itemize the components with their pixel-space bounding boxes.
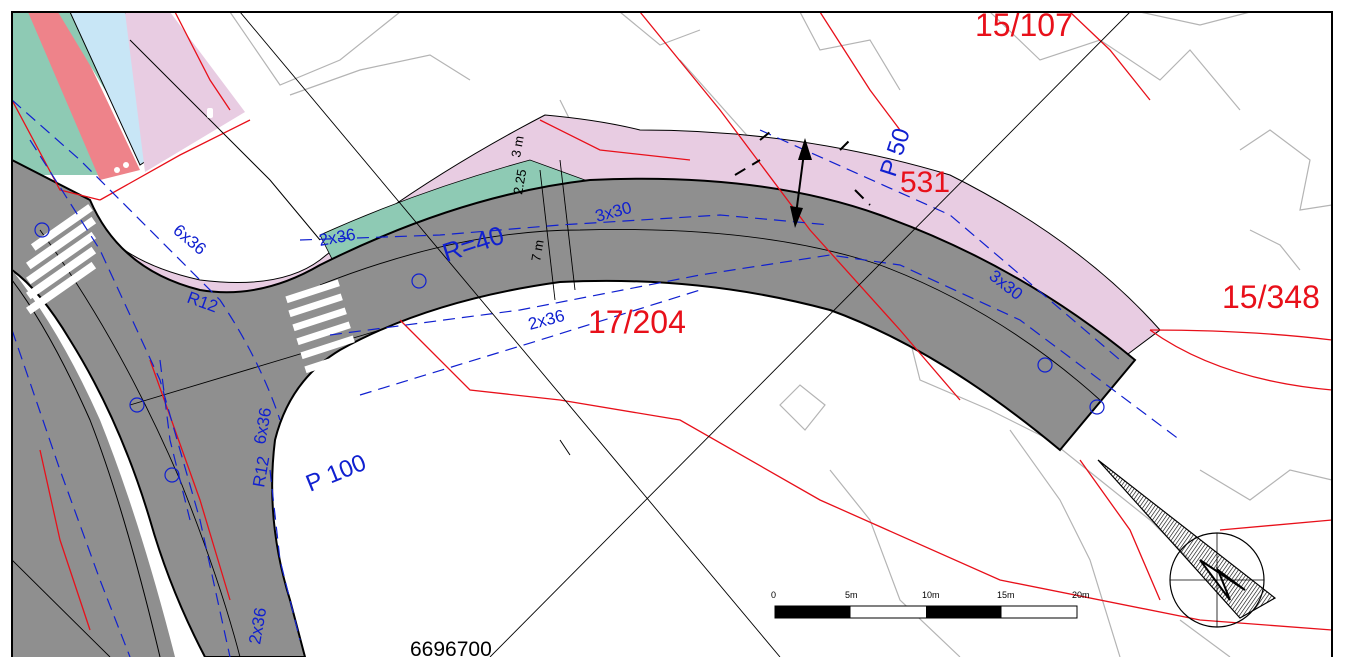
crosswalk-left xyxy=(26,204,97,315)
parcel-label-15-107: 15/107 xyxy=(975,7,1073,43)
coordinate-label: 6696700 xyxy=(410,638,492,657)
slope-label-2x36-b: 2x36 xyxy=(526,306,567,334)
road-left-lane xyxy=(12,270,175,657)
crosswalk-right xyxy=(285,279,359,374)
north-arrow-icon xyxy=(1097,459,1277,628)
map-frame xyxy=(11,11,1333,657)
parcel-boundaries xyxy=(12,12,1332,631)
pedestrian-icon xyxy=(207,108,213,118)
slope-label-6x36-top: 6x36 xyxy=(169,221,209,259)
scale-bar: 0 5m 10m 15m 20m xyxy=(771,590,1090,619)
bike-icon xyxy=(114,162,129,173)
property-lines xyxy=(229,12,1332,657)
parcel-label-15-348: 15/348 xyxy=(1222,279,1320,315)
design-lines xyxy=(12,99,1181,657)
parcel-label-17-204: 17/204 xyxy=(588,304,686,340)
dimension-arrow xyxy=(734,131,871,228)
grid-lines xyxy=(12,12,1131,657)
design-nodes xyxy=(34,222,1105,483)
scale-tick-0: 0 xyxy=(771,590,776,600)
road-surface xyxy=(12,158,1137,657)
width-label-225: 2.25 xyxy=(510,168,529,196)
parcel-label-531: 531 xyxy=(900,166,950,199)
scale-tick-15m: 15m xyxy=(997,590,1015,600)
width-label-7m: 7 m xyxy=(528,239,547,263)
scale-tick-5m: 5m xyxy=(845,590,858,600)
width-label-3m: 3 m xyxy=(508,135,527,159)
scale-tick-20m: 20m xyxy=(1072,590,1090,600)
speed-label-p100: P 100 xyxy=(302,449,370,497)
scale-tick-10m: 10m xyxy=(922,590,940,600)
